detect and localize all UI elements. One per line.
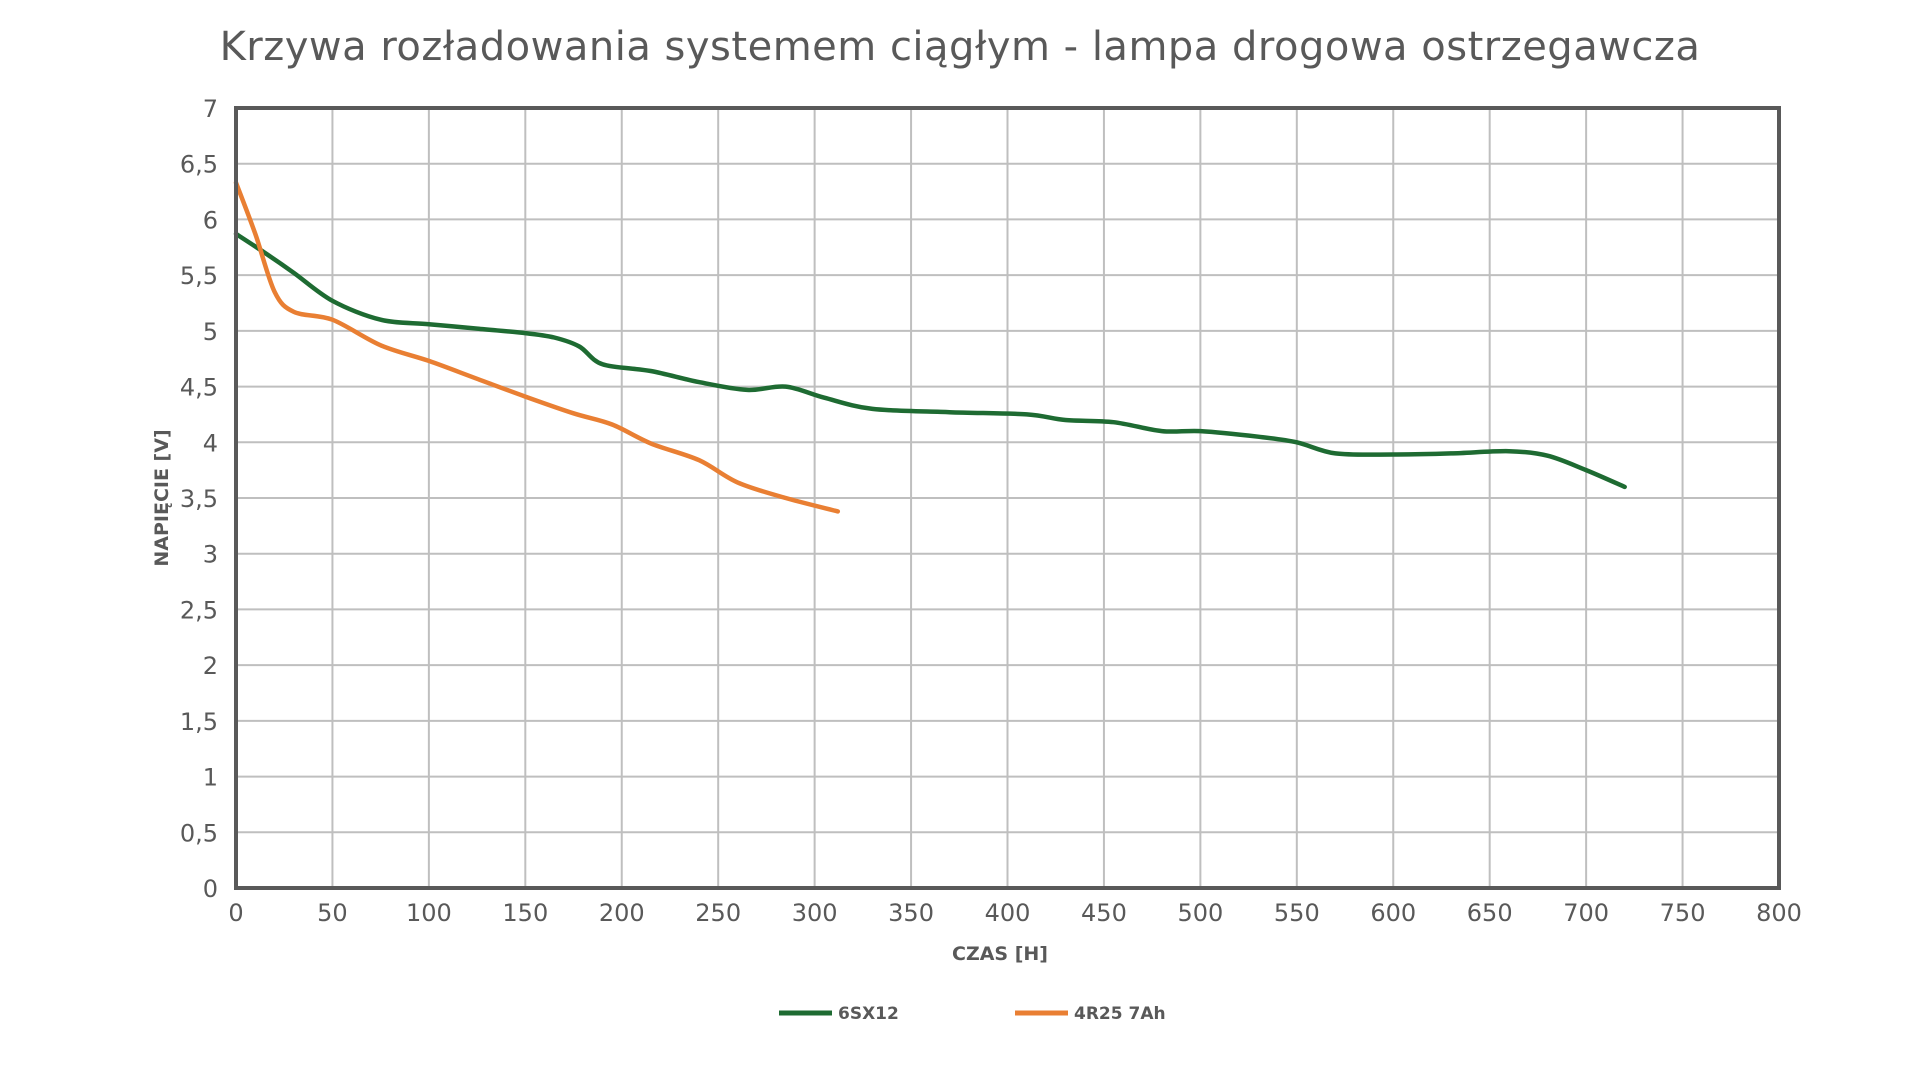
y-tick-label: 6 <box>203 206 218 234</box>
y-tick-label: 0 <box>203 875 218 903</box>
legend-label: 4R25 7Ah <box>1074 1004 1166 1024</box>
x-tick-label: 250 <box>695 899 741 927</box>
series-line-1 <box>233 231 1627 490</box>
x-tick-label: 300 <box>792 899 838 927</box>
y-tick-label: 7 <box>203 95 218 123</box>
x-tick-label: 150 <box>502 899 548 927</box>
series-lines <box>233 180 1627 514</box>
y-tick-label: 3,5 <box>180 485 218 513</box>
y-tick-label: 2,5 <box>180 596 218 624</box>
x-axis-ticks: 0 50 100 150 200 250 300 350 400 450 500 550 600 650 7… <box>228 899 1802 927</box>
chart-title: Krzywa rozładowania systemem ciągłym - l… <box>219 24 1701 70</box>
y-tick-label: 4,5 <box>180 374 218 402</box>
grid <box>236 108 1779 888</box>
legend-label: 6SX12 <box>838 1004 899 1024</box>
x-tick-label: 100 <box>406 899 452 927</box>
x-tick-label: 450 <box>1081 899 1127 927</box>
y-tick-label: 2 <box>203 652 218 680</box>
x-tick-label: 0 <box>228 899 243 927</box>
y-tick-label: 5 <box>203 318 218 346</box>
y-tick-label: 6,5 <box>180 151 218 179</box>
legend-item: 6SX12 <box>779 1004 899 1024</box>
x-axis-label: CZAS [H] <box>952 943 1048 965</box>
legend: 6SX12 4R25 7Ah <box>779 1004 1166 1024</box>
y-axis-ticks: 0 0,5 1 1,5 2 2,5 3 3,5 4 4,5 5 5,5 6 6,5 7 <box>180 95 218 903</box>
x-tick-label: 650 <box>1467 899 1513 927</box>
x-tick-label: 500 <box>1177 899 1223 927</box>
x-tick-label: 700 <box>1563 899 1609 927</box>
y-axis-label: NAPIĘCIE [V] <box>151 429 173 566</box>
x-tick-label: 350 <box>888 899 934 927</box>
plot-area-border <box>234 106 1781 890</box>
x-tick-label: 200 <box>599 899 645 927</box>
x-tick-label: 600 <box>1370 899 1416 927</box>
y-tick-label: 5,5 <box>180 262 218 290</box>
x-tick-label: 800 <box>1756 899 1802 927</box>
y-tick-label: 4 <box>203 429 218 457</box>
series-line-2 <box>233 180 841 514</box>
x-tick-label: 50 <box>317 899 348 927</box>
y-tick-label: 1,5 <box>180 708 218 736</box>
y-tick-label: 3 <box>203 541 218 569</box>
y-tick-label: 1 <box>203 764 218 792</box>
x-tick-label: 550 <box>1274 899 1320 927</box>
legend-item: 4R25 7Ah <box>1015 1004 1166 1024</box>
y-tick-label: 0,5 <box>180 819 218 847</box>
x-tick-label: 750 <box>1660 899 1706 927</box>
x-tick-label: 400 <box>985 899 1031 927</box>
